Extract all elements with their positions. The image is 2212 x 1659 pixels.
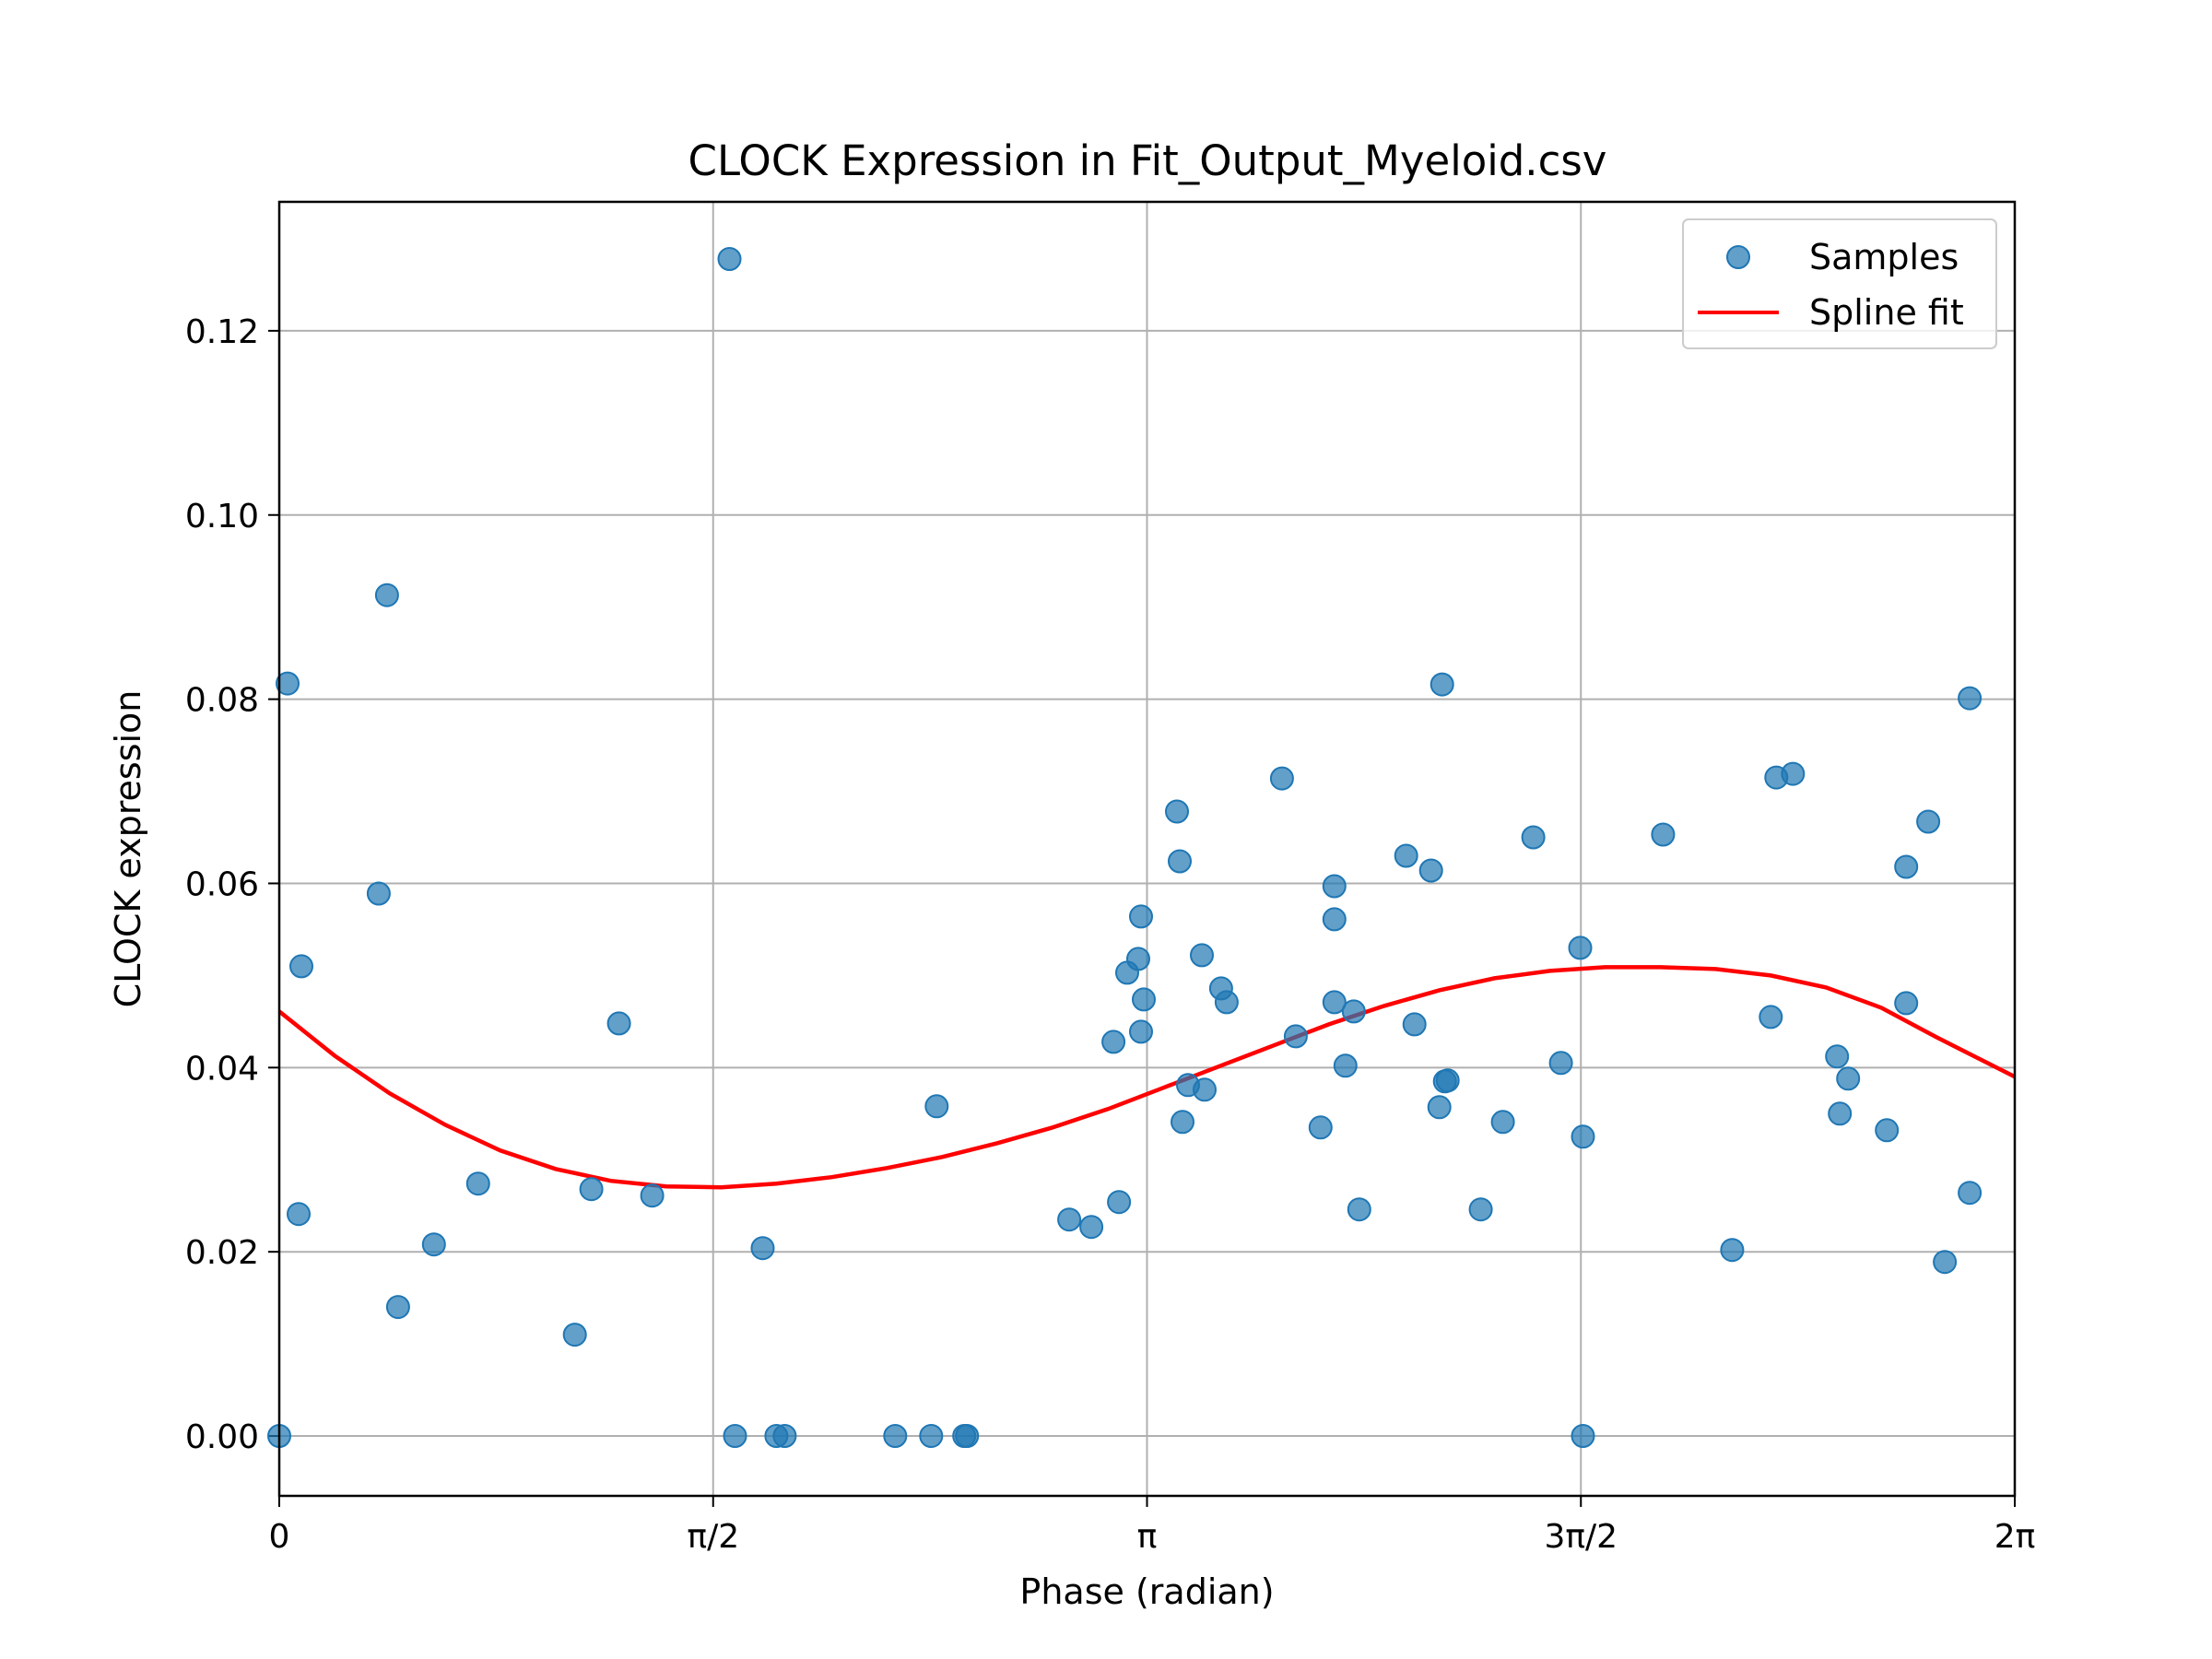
sample-point	[276, 671, 300, 696]
axes-frame	[277, 200, 2017, 1498]
sample-point	[772, 1424, 797, 1448]
legend-label-spline: Spline fit	[1809, 292, 1964, 333]
y-tick-label: 0.04	[185, 1050, 259, 1088]
sample-point	[465, 1171, 490, 1196]
sample-point	[1568, 935, 1593, 960]
sample-point	[1322, 990, 1347, 1015]
sample-point	[1171, 1110, 1194, 1135]
sample-point	[955, 1424, 980, 1448]
sample-point	[1193, 1077, 1217, 1102]
sample-point	[750, 1236, 775, 1261]
sample-point	[1322, 874, 1347, 899]
sample-point	[562, 1323, 587, 1347]
sample-point	[1571, 1424, 1595, 1448]
sample-point	[1165, 799, 1189, 824]
sample-point	[385, 1295, 410, 1320]
y-tick-label: 0.00	[185, 1418, 259, 1456]
sample-point	[1548, 1051, 1573, 1076]
sample-point	[1057, 1207, 1082, 1232]
sample-point	[1958, 686, 1983, 711]
y-tick-label: 0.10	[185, 498, 259, 535]
legend-marker-samples	[1726, 245, 1750, 269]
x-tick-label: π	[1137, 1518, 1158, 1556]
sample-point	[1418, 858, 1443, 883]
y-tick-label: 0.12	[185, 313, 259, 351]
sample-point	[606, 1011, 631, 1036]
sample-point	[289, 954, 313, 979]
chart-title: CLOCK Expression in Fit_Output_Myeloid.c…	[688, 136, 1607, 185]
sample-point	[1168, 849, 1192, 874]
sample-point	[1402, 1012, 1427, 1037]
x-tick-label: 2π	[1994, 1518, 2036, 1556]
sample-point	[1341, 999, 1366, 1024]
sample-point	[1129, 1019, 1153, 1044]
legend-box	[1682, 218, 1997, 349]
sample-point	[1394, 843, 1418, 868]
sample-point	[1720, 1238, 1745, 1263]
sample-point	[1958, 1181, 1983, 1206]
sample-point	[1894, 991, 1919, 1016]
sample-point	[287, 1202, 311, 1227]
sample-point	[1651, 822, 1676, 847]
sample-point	[1126, 947, 1150, 971]
sample-point	[1468, 1197, 1493, 1222]
sample-point	[1435, 1068, 1460, 1093]
x-tick-label: π/2	[687, 1518, 739, 1556]
sample-point	[1427, 1095, 1452, 1120]
sample-point	[1269, 766, 1294, 791]
sample-point	[1825, 1044, 1850, 1069]
y-axis-label: CLOCK expression	[108, 690, 148, 1008]
sample-point	[723, 1424, 747, 1448]
sample-point	[1322, 907, 1347, 932]
sample-point	[924, 1094, 949, 1119]
sample-point	[1490, 1110, 1515, 1135]
sample-point	[1836, 1066, 1861, 1091]
sample-point	[1759, 1005, 1783, 1030]
sample-point	[1132, 987, 1156, 1012]
sample-point	[919, 1424, 944, 1448]
sample-point	[1190, 943, 1214, 968]
grid	[278, 202, 2016, 1496]
sample-point	[1781, 761, 1806, 786]
sample-point	[1571, 1124, 1595, 1149]
sample-point	[579, 1177, 604, 1202]
sample-point	[1101, 1030, 1126, 1054]
x-tick-label: 3π/2	[1544, 1518, 1618, 1556]
y-tick-label: 0.02	[185, 1234, 259, 1272]
axis-ticks: 0 π/2 π 3π/2 2π 0.00 0.02 0.04 0.06 0.08 0.10 0.12	[185, 313, 2035, 1556]
sample-point	[1521, 825, 1546, 850]
sample-point	[1875, 1118, 1900, 1143]
sample-point	[421, 1232, 446, 1257]
sample-point	[366, 881, 391, 906]
spline-fit-line	[277, 965, 2017, 1190]
sample-point	[1894, 854, 1919, 879]
sample-point	[717, 247, 742, 271]
plot-area	[267, 247, 2017, 1448]
sample-point	[1430, 672, 1454, 697]
sample-point	[640, 1183, 665, 1208]
sample-point	[1283, 1024, 1308, 1049]
sample-point	[1214, 990, 1239, 1015]
legend: Samples Spline fit	[1682, 218, 1997, 349]
sample-point	[1347, 1197, 1371, 1222]
sample-point	[883, 1424, 908, 1448]
sample-point	[374, 582, 399, 607]
x-axis-label: Phase (radian)	[1019, 1571, 1274, 1612]
sample-point	[1916, 809, 1941, 834]
sample-point	[1933, 1250, 1958, 1275]
sample-point	[1107, 1190, 1132, 1215]
x-tick-label: 0	[269, 1518, 290, 1556]
y-tick-label: 0.06	[185, 865, 259, 903]
y-tick-label: 0.08	[185, 682, 259, 720]
sample-point	[1828, 1101, 1853, 1126]
legend-label-samples: Samples	[1809, 237, 1959, 277]
sample-point	[1333, 1053, 1358, 1078]
sample-point	[1129, 904, 1153, 929]
sample-point	[1308, 1115, 1333, 1140]
sample-point	[1079, 1215, 1104, 1240]
